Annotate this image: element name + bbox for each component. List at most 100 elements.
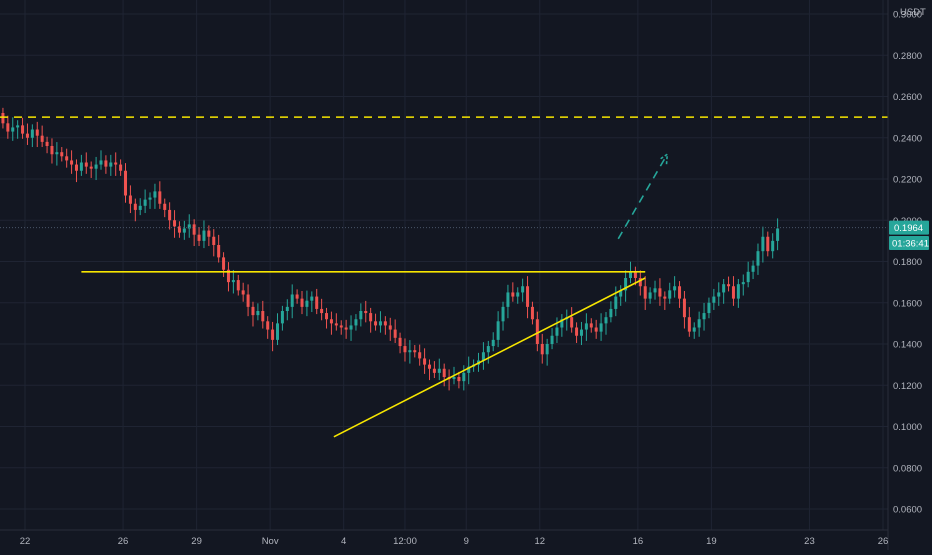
candle-body	[442, 368, 446, 377]
trend-line[interactable]	[333, 277, 646, 438]
candle-body	[526, 286, 530, 307]
candle-body	[629, 271, 633, 278]
candle-body	[310, 296, 314, 301]
candle-body	[408, 350, 412, 353]
candle-body	[668, 290, 672, 299]
price-tick-label: 0.2800	[893, 51, 922, 62]
candle-body	[741, 282, 745, 285]
candle-body	[452, 377, 456, 380]
candle-body	[427, 364, 431, 369]
candle-body	[481, 352, 485, 361]
candle-body	[70, 160, 74, 165]
time-axis[interactable]: 22 26 29 Nov 4 12:00 9 12 16 19 23 26	[20, 536, 889, 547]
candle-body	[638, 278, 642, 287]
candle-body	[128, 195, 132, 204]
candle-body	[271, 329, 275, 340]
candle-body	[560, 319, 564, 328]
candle-body	[231, 280, 235, 283]
time-tick-label: 26	[878, 536, 889, 547]
candle-body	[403, 346, 407, 353]
time-tick-label: 22	[20, 536, 31, 547]
candle-body	[359, 311, 363, 320]
candle-body	[604, 317, 608, 324]
candle-body	[217, 245, 221, 258]
candle-body	[187, 224, 191, 229]
candle-body	[246, 294, 250, 307]
candle-body	[722, 284, 726, 293]
candle-body	[756, 251, 760, 266]
candle-body	[457, 377, 461, 382]
candle-body	[761, 236, 765, 252]
candles	[1, 107, 780, 391]
candle-body	[104, 160, 108, 167]
time-tick-label: 26	[118, 536, 129, 547]
price-tick-label: 0.2600	[893, 92, 922, 103]
candle-body	[320, 308, 324, 314]
candle-body	[202, 230, 206, 241]
candle-body	[45, 141, 49, 146]
candle-body	[658, 288, 662, 297]
price-axis[interactable]: 0.30000.28000.26000.24000.22000.20000.18…	[893, 10, 922, 516]
time-tick-label: Nov	[262, 536, 279, 547]
candle-body	[138, 205, 142, 210]
candle-body	[648, 292, 652, 299]
candle-body	[133, 203, 137, 210]
candle-body	[344, 327, 348, 330]
candle-body	[653, 288, 657, 293]
candle-body	[437, 368, 441, 373]
candle-body	[114, 162, 118, 165]
candle-body	[530, 306, 534, 320]
candle-body	[731, 286, 735, 299]
candle-body	[432, 368, 436, 373]
candle-body	[707, 302, 711, 314]
candle-body	[50, 146, 54, 155]
candle-body	[555, 327, 559, 336]
candle-body	[697, 319, 701, 328]
candle-body	[378, 321, 382, 326]
candle-body	[354, 319, 358, 326]
candle-body	[516, 292, 520, 297]
countdown-box	[889, 236, 929, 250]
candle-body	[74, 164, 78, 171]
candle-body	[285, 306, 289, 311]
time-tick-label: 4	[341, 536, 346, 547]
candle-body	[423, 358, 427, 365]
time-tick-label: 9	[464, 536, 469, 547]
time-tick-label: 16	[633, 536, 644, 547]
candle-body	[339, 325, 343, 328]
candle-body	[643, 286, 647, 299]
candle-body	[300, 298, 304, 307]
candle-body	[594, 327, 598, 332]
candle-body	[89, 166, 93, 169]
candle-body	[275, 323, 279, 340]
time-tick-label: 12	[535, 536, 546, 547]
candle-body	[334, 323, 338, 326]
candle-body	[746, 271, 750, 283]
price-tick-label: 0.2400	[893, 133, 922, 144]
projection-arrow-line[interactable]	[617, 153, 668, 240]
candle-body	[177, 226, 181, 233]
candle-body	[119, 164, 123, 171]
price-tick-label: 0.1800	[893, 257, 922, 268]
candle-body	[491, 339, 495, 347]
candle-body	[148, 197, 152, 200]
price-tick-label: 0.3000	[893, 10, 922, 21]
candle-body	[584, 323, 588, 330]
last-price-marker: 0.1964 01:36:41	[889, 220, 929, 250]
candle-body	[168, 209, 172, 221]
candle-body	[163, 203, 167, 210]
candle-body	[374, 321, 378, 326]
candle-body	[30, 129, 34, 138]
last-price-box	[889, 220, 929, 235]
candle-body	[197, 234, 201, 241]
candle-body	[241, 290, 245, 295]
candle-body	[226, 269, 230, 283]
candle-body	[16, 125, 20, 128]
candle-body	[364, 311, 368, 314]
candle-body	[736, 284, 740, 299]
candle-body	[329, 319, 333, 324]
candle-body	[687, 317, 691, 332]
candle-body	[771, 240, 775, 252]
